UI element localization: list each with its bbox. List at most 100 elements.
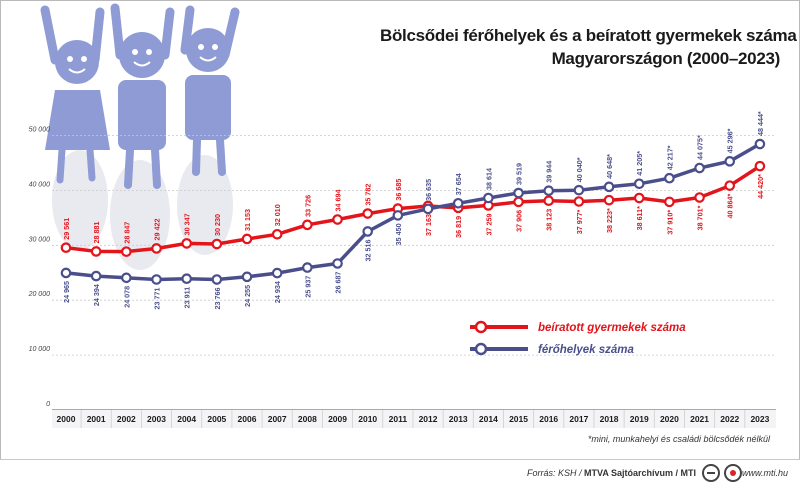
data-labels: 29 561 28 881 28 847 29 422 30 347 30 230 31 1… — [62, 111, 765, 309]
shadow-shape — [177, 155, 233, 255]
data-label: 48 444* — [756, 111, 765, 136]
title-line-2: Magyarországon (2000–2023) — [551, 49, 781, 68]
series-line-enrolled — [65, 164, 761, 254]
data-point — [603, 181, 615, 193]
data-point — [241, 233, 253, 245]
data-point — [271, 267, 283, 279]
data-label: 26 687 — [334, 271, 343, 293]
eye-shape — [132, 49, 138, 55]
mouth-shape — [133, 61, 151, 67]
title-line-1: Bölcsődei férőhelyek és a beíratott gyer… — [380, 26, 797, 45]
x-tick-label: 2021 — [690, 414, 709, 424]
legend-marker — [474, 342, 488, 356]
x-tick-label: 2009 — [328, 414, 347, 424]
data-point — [754, 138, 766, 150]
data-label: 23 911 — [183, 287, 192, 309]
body-shape — [185, 75, 231, 140]
data-point — [332, 258, 343, 269]
x-axis-band — [52, 410, 776, 428]
eye-shape — [81, 56, 87, 62]
data-label: 36 819 — [454, 216, 463, 238]
data-label: 39 519 — [515, 163, 524, 185]
mouth-shape — [199, 56, 217, 62]
mtva-logo-icon — [724, 464, 742, 482]
legend-label: beíratott gyermekek száma — [538, 322, 686, 334]
data-point — [573, 196, 585, 207]
data-label: 44 075* — [696, 135, 705, 160]
x-tick-label: 2023 — [750, 414, 769, 424]
source-bold: MTVA Sajtóarchívum / MTI — [583, 468, 696, 478]
data-label: 24 965 — [62, 281, 71, 303]
legend: beíratott gyermekek száma férőhelyek szám… — [470, 320, 686, 356]
x-tick-label: 2000 — [57, 414, 76, 424]
data-point — [664, 172, 675, 184]
data-label: 35 450 — [394, 223, 403, 245]
data-point — [543, 195, 555, 207]
data-point — [181, 238, 192, 249]
x-tick-label: 2002 — [117, 414, 136, 424]
data-point — [362, 226, 373, 237]
data-label: 23 766 — [213, 288, 222, 310]
data-label: 36 685 — [394, 179, 403, 201]
data-label: 39 944 — [545, 161, 554, 183]
data-label: 28 881 — [92, 221, 101, 243]
data-label: 24 394 — [92, 284, 101, 306]
data-point — [392, 210, 404, 221]
data-point — [603, 194, 615, 206]
data-point — [121, 246, 132, 257]
mti-logo-icon — [702, 464, 720, 482]
data-label: 40 040* — [575, 157, 584, 182]
data-label: 38 611* — [635, 206, 644, 231]
children-illustration — [40, 3, 240, 270]
leg-shape — [151, 146, 161, 189]
data-label: 45 296* — [726, 128, 735, 153]
legend-marker — [474, 320, 488, 334]
data-label: 37 906 — [515, 210, 524, 232]
head-shape — [55, 40, 99, 84]
leg-shape — [216, 136, 226, 176]
eye-shape — [212, 44, 218, 50]
data-label: 28 847 — [122, 222, 131, 244]
eye-shape — [67, 56, 73, 62]
data-label: 37 910* — [665, 210, 674, 235]
data-label: 40 648* — [605, 154, 614, 179]
arm-shape — [40, 5, 60, 65]
data-label: 32 516 — [364, 239, 373, 261]
x-tick-label: 2020 — [660, 414, 679, 424]
data-point — [543, 185, 555, 197]
x-tick-label: 2015 — [509, 414, 528, 424]
data-point — [483, 192, 494, 204]
data-label: 29 561 — [62, 218, 71, 240]
data-point — [573, 184, 585, 196]
chart-title: Bölcsődei férőhelyek és a beíratott gyer… — [380, 24, 797, 70]
site-link[interactable]: www.mti.hu — [741, 468, 788, 478]
data-label: 34 694 — [334, 190, 343, 212]
y-tick-label: 10 000 — [29, 346, 51, 353]
data-point — [513, 187, 524, 199]
body-shape — [118, 80, 166, 150]
x-tick-label: 2004 — [177, 414, 196, 424]
data-label: 29 422 — [153, 218, 162, 240]
y-tick-label: 0 — [46, 401, 50, 408]
x-tick-label: 2016 — [539, 414, 558, 424]
series-line-places — [65, 142, 761, 282]
data-label: 44 420* — [756, 174, 765, 199]
data-point — [181, 273, 192, 285]
data-point — [211, 274, 223, 285]
head-shape — [119, 32, 165, 78]
data-point — [121, 272, 132, 284]
y-tick-label: 50 000 — [29, 127, 51, 134]
data-point — [362, 208, 373, 219]
x-axis: 2000 2001 2002 2003 2004 2005 2006 2007 2008 2009… — [52, 409, 776, 428]
data-point — [452, 197, 464, 209]
mouth-shape — [68, 68, 86, 74]
dress-shape — [45, 90, 110, 150]
x-tick-label: 2006 — [238, 414, 257, 424]
data-label: 30 347 — [183, 213, 192, 235]
eye-shape — [198, 44, 204, 50]
x-tick-label: 2003 — [147, 414, 166, 424]
data-point — [302, 262, 313, 273]
data-label: 32 010 — [273, 204, 282, 226]
y-tick-label: 30 000 — [29, 236, 51, 243]
data-label: 36 635 — [424, 179, 433, 201]
